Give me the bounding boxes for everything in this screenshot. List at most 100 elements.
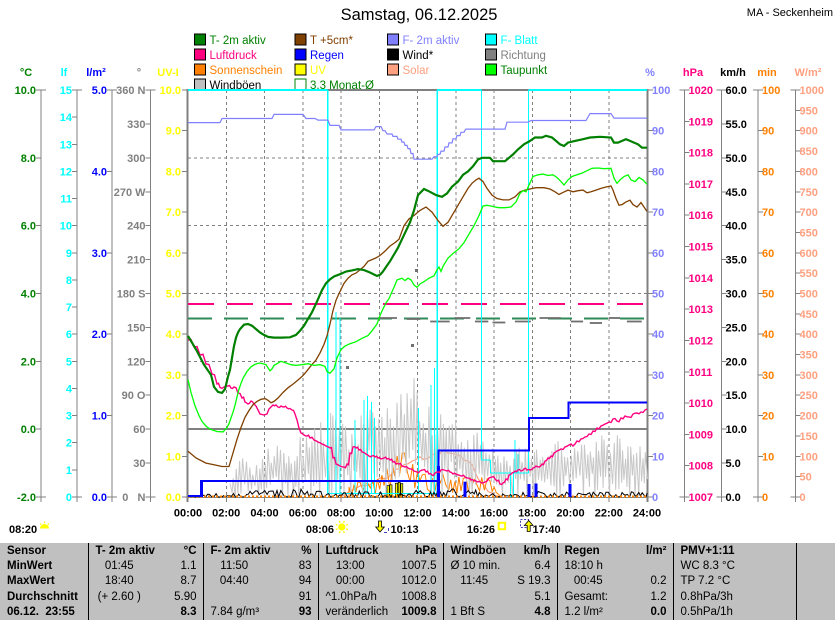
svg-text:10: 10 [652, 451, 664, 463]
svg-text:70: 70 [762, 207, 774, 219]
svg-text:18:00: 18:00 [518, 508, 546, 520]
svg-text:0: 0 [800, 492, 806, 504]
svg-text:1010: 1010 [689, 398, 713, 410]
svg-text:300: 300 [800, 370, 818, 382]
svg-text:0.0: 0.0 [92, 492, 107, 504]
svg-text:20: 20 [762, 411, 774, 423]
svg-text:0: 0 [652, 492, 658, 504]
svg-text:1016: 1016 [689, 210, 713, 222]
svg-text:4.0: 4.0 [21, 289, 36, 301]
svg-text:14: 14 [60, 112, 73, 124]
svg-text:W/m²: W/m² [795, 67, 822, 79]
svg-text:300: 300 [127, 153, 145, 165]
svg-text:60: 60 [133, 424, 145, 436]
svg-text:20:00: 20:00 [556, 508, 584, 520]
svg-text:MA - Seckenheim: MA - Seckenheim [747, 7, 833, 19]
svg-text:17:40: 17:40 [533, 524, 561, 536]
svg-text:0.0: 0.0 [21, 424, 36, 436]
svg-text:200: 200 [800, 411, 818, 423]
svg-text:600: 600 [800, 248, 818, 260]
svg-text:0.0: 0.0 [166, 492, 181, 504]
svg-text:08:20: 08:20 [9, 524, 37, 536]
svg-text:90: 90 [652, 126, 664, 138]
svg-text:lf: lf [61, 67, 68, 79]
svg-text:10.0: 10.0 [160, 85, 181, 97]
svg-text:1019: 1019 [689, 116, 713, 128]
svg-text:100: 100 [762, 85, 780, 97]
svg-text:9.0: 9.0 [166, 126, 181, 138]
svg-text:02:00: 02:00 [212, 508, 240, 520]
svg-text:16:26: 16:26 [467, 524, 495, 536]
svg-text:Luftdruck: Luftdruck [210, 50, 258, 62]
svg-text:5: 5 [66, 356, 72, 368]
svg-text:400: 400 [800, 329, 818, 341]
svg-text:6.0: 6.0 [166, 248, 181, 260]
svg-text:30: 30 [762, 370, 774, 382]
svg-text:40: 40 [762, 329, 774, 341]
svg-text:0 N: 0 N [122, 492, 145, 504]
svg-text:1011: 1011 [689, 367, 713, 379]
svg-text:11: 11 [60, 194, 72, 206]
svg-text:km/h: km/h [720, 67, 746, 79]
svg-text:1008: 1008 [689, 461, 713, 473]
svg-text:Samstag, 06.12.2025: Samstag, 06.12.2025 [341, 6, 498, 24]
svg-text:40: 40 [652, 329, 664, 341]
svg-text:500: 500 [800, 289, 818, 301]
svg-text:100: 100 [800, 451, 818, 463]
svg-text:3: 3 [66, 411, 72, 423]
svg-text:5.0: 5.0 [726, 458, 741, 470]
svg-text:55.0: 55.0 [726, 119, 747, 131]
svg-text:1: 1 [66, 465, 72, 477]
svg-text:180 S: 180 S [117, 289, 146, 301]
svg-text:850: 850 [800, 146, 818, 158]
svg-text:100: 100 [652, 85, 670, 97]
svg-text:3.0: 3.0 [166, 370, 181, 382]
svg-text:20.0: 20.0 [726, 356, 747, 368]
svg-text:6.0: 6.0 [21, 221, 36, 233]
svg-text:8: 8 [66, 275, 72, 287]
svg-text:10:00: 10:00 [365, 508, 393, 520]
svg-text:330: 330 [127, 119, 145, 131]
svg-text:360 N: 360 N [116, 85, 145, 97]
svg-text:90: 90 [762, 126, 774, 138]
svg-text:l/m²: l/m² [86, 67, 106, 79]
svg-text:°: ° [137, 67, 141, 79]
svg-text:16:00: 16:00 [480, 508, 508, 520]
svg-text:50.0: 50.0 [726, 153, 747, 165]
svg-text:2: 2 [66, 438, 72, 450]
svg-text:08:00: 08:00 [327, 508, 355, 520]
svg-text:2.0: 2.0 [166, 411, 181, 423]
svg-text:10.0: 10.0 [15, 85, 36, 97]
svg-text:8.0: 8.0 [166, 166, 181, 178]
svg-text:40.0: 40.0 [726, 221, 747, 233]
svg-text:%: % [645, 67, 655, 79]
svg-text:350: 350 [800, 350, 818, 362]
svg-text:35.0: 35.0 [726, 255, 747, 267]
svg-text:4.0: 4.0 [166, 329, 181, 341]
svg-text:F- 2m aktiv: F- 2m aktiv [403, 35, 460, 47]
svg-text:60.0: 60.0 [726, 85, 747, 97]
svg-text:25.0: 25.0 [726, 322, 747, 334]
svg-text:0: 0 [66, 492, 72, 504]
svg-text:70: 70 [652, 207, 664, 219]
svg-text:°C: °C [20, 67, 32, 79]
svg-text:240: 240 [127, 221, 145, 233]
svg-text:10:13: 10:13 [391, 524, 419, 536]
svg-text:950: 950 [800, 105, 818, 117]
svg-text:60: 60 [652, 248, 664, 260]
svg-text:T +5cm*: T +5cm* [310, 35, 353, 47]
svg-text:0.0: 0.0 [726, 492, 741, 504]
svg-text:-2.0: -2.0 [17, 492, 36, 504]
svg-text:4.0: 4.0 [92, 166, 107, 178]
svg-text:1007: 1007 [689, 492, 713, 504]
svg-text:1014: 1014 [689, 273, 714, 285]
svg-text:UV-I: UV-I [157, 67, 178, 79]
svg-text:1017: 1017 [689, 179, 713, 191]
svg-text:00:00: 00:00 [174, 508, 202, 520]
svg-text:1015: 1015 [689, 242, 713, 254]
svg-text:50: 50 [762, 289, 774, 301]
svg-text:min: min [757, 67, 777, 79]
svg-text:60: 60 [762, 248, 774, 260]
svg-text:50: 50 [652, 289, 664, 301]
svg-text:45.0: 45.0 [726, 187, 747, 199]
